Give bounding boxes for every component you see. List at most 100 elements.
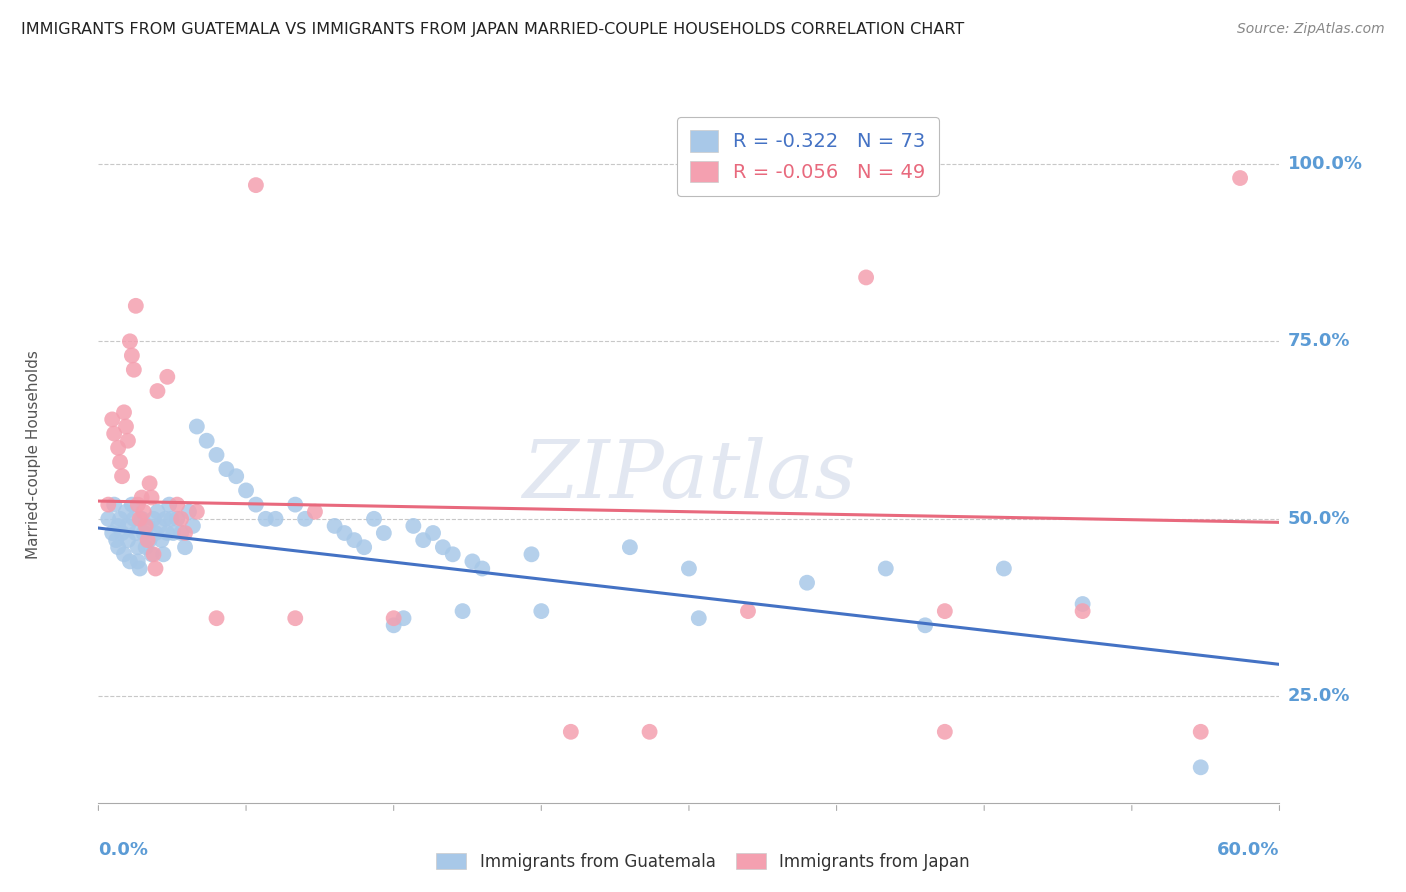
Point <box>170 512 193 526</box>
Point <box>205 448 228 462</box>
Point <box>115 419 138 434</box>
Point <box>560 724 582 739</box>
Point <box>412 533 434 548</box>
Legend: R = -0.322   N = 73, R = -0.056   N = 49: R = -0.322 N = 73, R = -0.056 N = 49 <box>676 117 939 196</box>
Point <box>150 533 173 548</box>
Point <box>166 498 188 512</box>
Point <box>101 412 124 426</box>
Point <box>353 540 375 554</box>
Point <box>117 519 139 533</box>
Point <box>392 611 415 625</box>
Point <box>162 526 184 541</box>
Point <box>155 512 177 526</box>
Point <box>103 498 125 512</box>
Point <box>103 426 125 441</box>
Point <box>245 498 267 512</box>
Point <box>254 512 277 526</box>
Text: IMMIGRANTS FROM GUATEMALA VS IMMIGRANTS FROM JAPAN MARRIED-COUPLE HOUSEHOLDS COR: IMMIGRANTS FROM GUATEMALA VS IMMIGRANTS … <box>21 22 965 37</box>
Point <box>128 512 150 526</box>
Point <box>145 561 167 575</box>
Point <box>115 505 138 519</box>
Point <box>145 526 167 541</box>
Point <box>127 554 149 568</box>
Point <box>117 434 139 448</box>
Point <box>107 540 129 554</box>
Point <box>146 505 169 519</box>
Text: ZIPatlas: ZIPatlas <box>522 437 856 515</box>
Point <box>132 505 155 519</box>
Point <box>135 519 157 533</box>
Point <box>122 362 145 376</box>
Point <box>112 547 135 561</box>
Point <box>382 618 405 632</box>
Point <box>108 512 131 526</box>
Point <box>146 384 169 398</box>
Point <box>125 299 148 313</box>
Point <box>855 270 877 285</box>
Point <box>373 526 395 541</box>
Point <box>215 462 238 476</box>
Text: 25.0%: 25.0% <box>1288 688 1350 706</box>
Point <box>101 526 124 541</box>
Point <box>107 441 129 455</box>
Point <box>993 561 1015 575</box>
Point <box>796 575 818 590</box>
Point <box>363 512 385 526</box>
Point <box>122 512 145 526</box>
Point <box>174 526 197 541</box>
Point <box>156 526 179 541</box>
Point <box>166 512 188 526</box>
Point <box>678 561 700 575</box>
Point <box>131 512 153 526</box>
Point <box>111 526 134 541</box>
Point <box>177 505 200 519</box>
Point <box>108 455 131 469</box>
Point <box>422 526 444 541</box>
Point <box>118 554 141 568</box>
Point <box>107 519 129 533</box>
Point <box>934 724 956 739</box>
Point <box>304 505 326 519</box>
Point <box>174 540 197 554</box>
Point <box>97 512 120 526</box>
Point <box>737 604 759 618</box>
Point <box>170 526 193 541</box>
Point <box>343 533 366 548</box>
Point <box>112 405 135 419</box>
Point <box>148 519 170 533</box>
Point <box>461 554 484 568</box>
Point <box>333 526 356 541</box>
Point <box>127 498 149 512</box>
Point <box>125 526 148 541</box>
Text: Married-couple Households: Married-couple Households <box>25 351 41 559</box>
Point <box>1071 597 1094 611</box>
Point <box>105 533 128 548</box>
Point <box>160 512 183 526</box>
Text: 75.0%: 75.0% <box>1288 333 1350 351</box>
Point <box>225 469 247 483</box>
Point <box>141 491 163 505</box>
Point <box>471 561 494 575</box>
Point <box>235 483 257 498</box>
Point <box>136 519 159 533</box>
Point <box>402 519 425 533</box>
Point <box>117 533 139 548</box>
Point <box>619 540 641 554</box>
Point <box>132 526 155 541</box>
Point <box>136 533 159 548</box>
Point <box>1189 760 1212 774</box>
Point <box>530 604 553 618</box>
Point <box>138 476 160 491</box>
Point <box>323 519 346 533</box>
Point <box>1071 604 1094 618</box>
Point <box>638 724 661 739</box>
Point <box>142 512 165 526</box>
Point <box>264 512 287 526</box>
Point <box>284 611 307 625</box>
Point <box>142 547 165 561</box>
Point <box>97 498 120 512</box>
Point <box>141 547 163 561</box>
Point <box>1229 171 1251 186</box>
Text: 100.0%: 100.0% <box>1288 155 1362 173</box>
Point <box>520 547 543 561</box>
